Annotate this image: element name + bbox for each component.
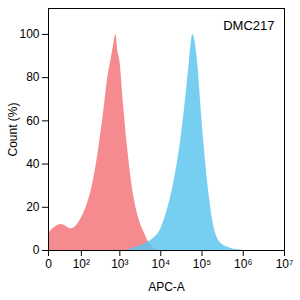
svg-text:10²: 10²	[73, 257, 90, 271]
svg-text:10⁷: 10⁷	[276, 257, 294, 271]
svg-text:10⁴: 10⁴	[152, 257, 171, 271]
svg-text:0: 0	[45, 257, 52, 271]
svg-text:Count (%): Count (%)	[6, 102, 20, 156]
svg-text:DMC217: DMC217	[223, 18, 274, 33]
svg-text:60: 60	[26, 114, 40, 128]
svg-text:10³: 10³	[111, 257, 128, 271]
svg-text:100: 100	[19, 27, 39, 41]
svg-text:10⁶: 10⁶	[234, 257, 252, 271]
svg-text:0: 0	[33, 243, 40, 257]
svg-text:40: 40	[26, 157, 40, 171]
svg-text:20: 20	[26, 200, 40, 214]
svg-text:10⁵: 10⁵	[193, 257, 211, 271]
svg-text:80: 80	[26, 70, 40, 84]
svg-text:APC-A: APC-A	[148, 280, 185, 294]
